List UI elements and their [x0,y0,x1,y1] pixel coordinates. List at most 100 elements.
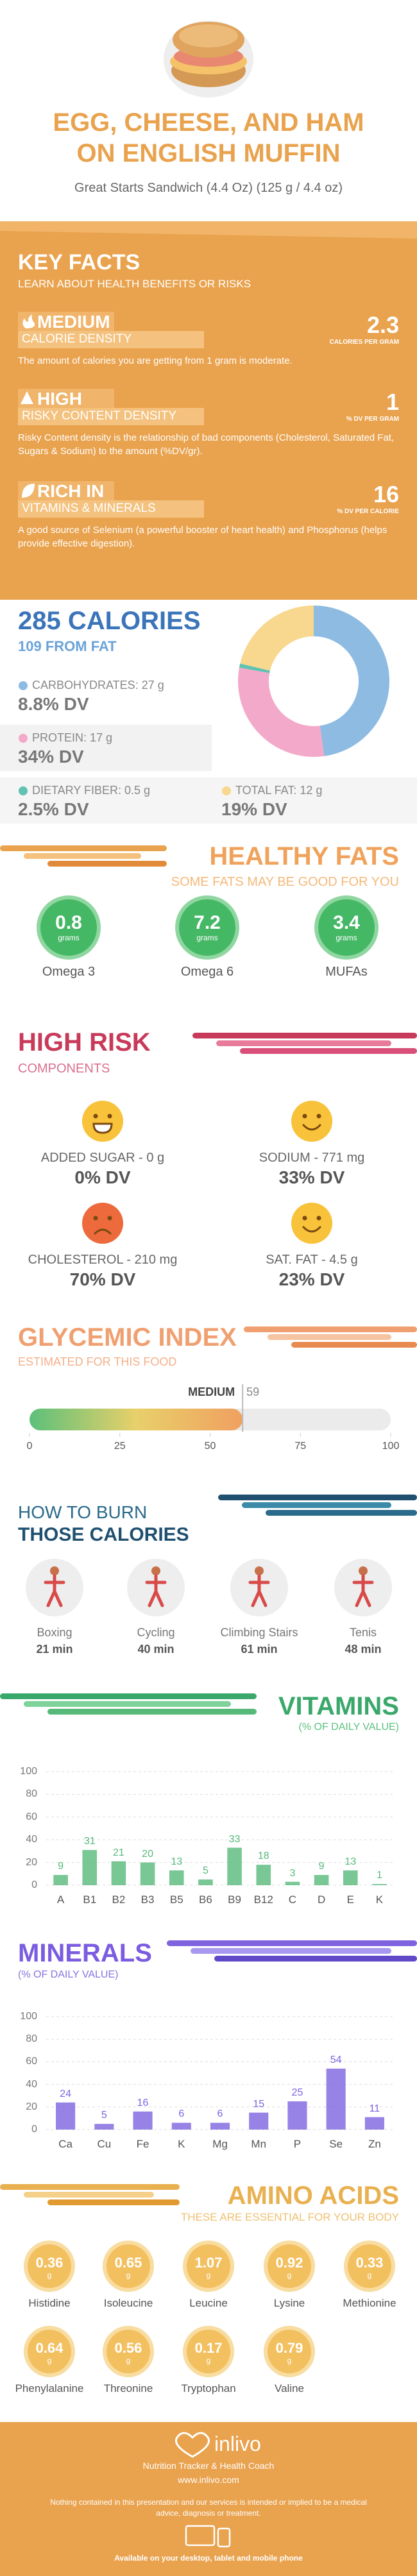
footer-band [0,2422,417,2576]
x-tick-label: Zn [368,2138,381,2150]
amino-name: Threonine [103,2382,153,2394]
nutrient-label: TOTAL FAT: 12 g [235,784,323,797]
amino-name: Tryptophan [181,2382,236,2394]
fact-value: 2.3 [366,312,399,338]
fat-value: 7.2 [194,912,221,933]
donut-slice [240,606,314,671]
risk-dv: 23% DV [278,1269,345,1289]
fat-circle [40,899,97,956]
x-tick-label: Ca [58,2138,72,2150]
x-tick-label: C [288,1894,297,1906]
section-title: KEY FACTS [18,250,140,275]
fat-name: MUFAs [325,965,368,979]
fat-value: 3.4 [333,912,360,933]
amino-name: Valine [275,2382,304,2394]
section-subtitle: COMPONENTS [18,1062,110,1076]
face [291,1203,332,1244]
x-tick-label: Mn [251,2138,267,2150]
amino-circle [348,2244,391,2288]
face-eye [302,1216,307,1221]
decor-stripe [47,2199,180,2205]
amino-value: 0.92 [275,2255,303,2271]
amino-value: 0.33 [355,2255,384,2271]
bar [364,2117,384,2130]
risk-label: SODIUM - 771 mg [259,1151,365,1165]
gauge-level: MEDIUM [188,1385,235,1398]
x-tick-label: A [56,1894,65,1906]
risk-dv: 70% DV [69,1269,136,1289]
y-tick-label: 100 [20,1766,37,1777]
nutrient-label: DIETARY FIBER: 0.5 g [32,784,151,797]
row-bg [0,777,417,824]
flame-icon [22,314,35,328]
x-tick-label: B1 [83,1894,97,1906]
bar-value-label: 9 [318,1861,325,1872]
amino-unit: g [126,2271,131,2280]
x-tick-label: Cu [97,2138,112,2150]
y-tick-label: 100 [20,2011,37,2022]
decor-stripe [47,1709,257,1715]
bar [227,1847,242,1885]
face-eye [107,1216,112,1221]
decor-stripe [24,853,141,859]
fact-level: HIGH [37,389,82,409]
decor-stripe [218,1495,417,1500]
bar [249,2112,269,2130]
amino-value: 0.79 [275,2340,303,2356]
section-subtitle: (% OF DAILY VALUE) [298,1722,399,1733]
face-eye [316,1114,321,1119]
donut-slice [314,606,390,756]
bar [111,1861,126,1885]
gauge-value: 59 [246,1385,260,1398]
section-subtitle: SOME FATS MAY BE GOOD FOR YOU [171,875,399,889]
x-tick-label: Mg [212,2138,228,2150]
nutrient-dv: 19% DV [221,799,287,819]
fact-level: MEDIUM [37,312,110,332]
amino-circle [106,2244,150,2288]
x-tick-label: Se [329,2138,343,2150]
bar [256,1865,271,1885]
bar-value-label: 31 [83,1836,96,1847]
fact-label-bg [18,331,204,348]
activity-time: 21 min [36,1643,73,1656]
nutrient-dv: 2.5% DV [18,799,89,819]
activity-name: Cycling [137,1626,175,1639]
risk-label: SAT. FAT - 4.5 g [266,1253,358,1267]
bar [82,1850,98,1885]
fact-level: RICH IN [37,481,105,501]
warning-icon [21,391,33,404]
bar-value-label: 25 [291,2087,303,2098]
decor-stripe [214,1956,417,1962]
section-title: VITAMINS [278,1692,399,1720]
decor-stripe [47,861,167,867]
section-title: MINERALS [18,1939,152,1967]
face-mouth [302,1124,321,1131]
x-tick-label: B6 [199,1894,212,1906]
gauge-fill [30,1409,243,1430]
fact-unit: % DV PER CALORIE [337,508,399,515]
section-title: GLYCEMIC INDEX [18,1323,237,1352]
section-title: HEALTHY FATS [209,842,399,870]
tagline: Nutrition Tracker & Health Coach [142,2461,275,2471]
row-bg [0,725,212,771]
amino-value: 0.36 [35,2255,64,2271]
legend-dot [222,786,231,795]
nutrient-dv: 8.8% DV [18,694,89,714]
section-title: AMINO ACIDS [227,2182,399,2210]
decor-stripe [24,1701,231,1707]
nutrient-label: PROTEIN: 17 g [32,731,113,744]
amino-circle [28,2330,71,2373]
fat-circle [318,899,375,956]
bar [314,1875,329,1885]
amino-circle [28,2244,71,2288]
bar [343,1870,358,1885]
bar [169,1870,184,1885]
amino-circle [187,2244,230,2288]
section-subtitle: LEARN ABOUT HEALTH BENEFITS OR RISKS [18,278,251,290]
bar-value-label: 20 [142,1848,153,1860]
activity-time: 48 min [345,1643,382,1656]
amino-value: 0.17 [194,2340,223,2356]
calories-from-fat: 109 FROM FAT [18,638,117,654]
bar [56,2102,76,2130]
